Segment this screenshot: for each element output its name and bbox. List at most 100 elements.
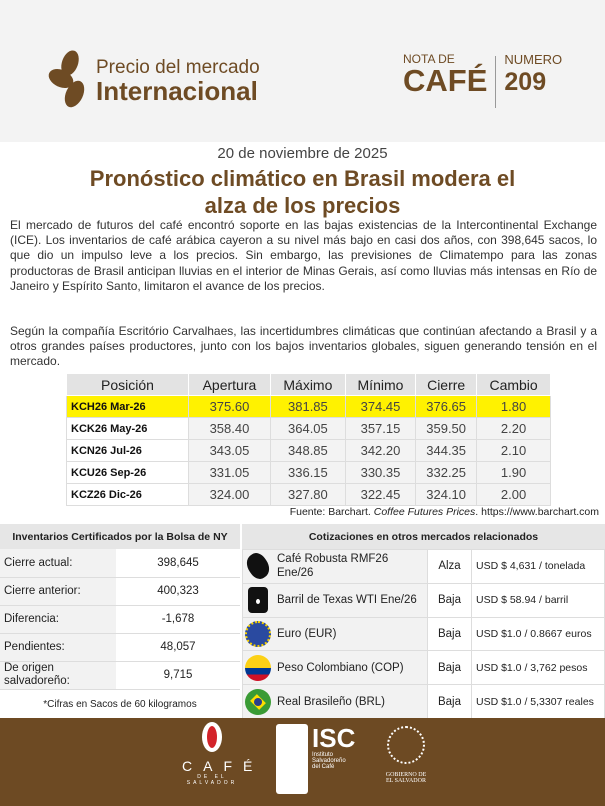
inventory-table: Cierre actual: 398,645 Cierre anterior: 400… (0, 549, 240, 690)
market-trend: Baja (427, 650, 472, 686)
market-name: Real Brasileño (BRL) (277, 695, 386, 708)
oil-barrel-icon (245, 587, 271, 614)
value-cell: 2.00 (476, 483, 551, 506)
column-header: Apertura (187, 373, 271, 396)
value-cell: 344.35 (415, 439, 478, 462)
coat-of-arms-icon (387, 726, 425, 764)
isc-logo: ISC Instituto Salvadoreño del Café (276, 724, 355, 794)
source-note: Fuente: Barchart. Coffee Futures Prices.… (289, 506, 599, 518)
column-header: Posición (66, 373, 189, 396)
value-cell: 357.15 (344, 417, 417, 440)
inventory-label: Cierre anterior: (0, 577, 116, 606)
value-cell: 348.85 (269, 439, 346, 462)
coffee-plant-icon (276, 724, 308, 794)
divider (495, 56, 497, 108)
inventory-label: De origen salvadoreño: (0, 661, 116, 690)
value-cell: 364.05 (269, 417, 346, 440)
market-trend: Baja (427, 684, 472, 719)
market-row: Euro (EUR) Baja USD $1.0 / 0.8667 euros (242, 616, 605, 652)
value-cell: 331.05 (187, 461, 271, 484)
value-cell: 330.35 (344, 461, 417, 484)
table-row: KCU26 Sep-26 331.05 336.15 330.35 332.25 1.90 (66, 461, 551, 484)
footer: CAFÉ DE EL SALVADOR ISC Instituto Salvad… (0, 718, 605, 806)
logo-line2: Internacional (96, 76, 258, 106)
title-line1: Pronóstico climático en Brasil modera el (89, 166, 516, 191)
table-row: KCK26 May-26 358.40 364.05 357.15 359.50 2.20 (66, 417, 551, 440)
position-cell: KCZ26 Dic-26 (66, 483, 189, 506)
inventory-label: Cierre actual: (0, 549, 116, 578)
futures-table: Posición Apertura Máximo Mínimo Cierre Cambio… (66, 373, 551, 506)
value-cell: 324.10 (415, 483, 478, 506)
market-trend: Alza (427, 549, 472, 584)
inventory-row: Cierre anterior: 400,323 (0, 577, 240, 606)
market-trend: Baja (427, 582, 472, 618)
market-price: USD $1.0 / 0.8667 euros (471, 616, 605, 652)
publication-date: 20 de noviembre de 2025 (217, 145, 388, 162)
inventory-row: Diferencia: -1,678 (0, 605, 240, 634)
column-header: Cierre (415, 373, 478, 396)
market-price: USD $ 4,631 / tonelada (471, 549, 605, 584)
value-cell: 2.20 (476, 417, 551, 440)
coffee-bean-icon (242, 550, 274, 583)
brazil-flag-icon (245, 688, 271, 715)
inventory-row: De origen salvadoreño: 9,715 (0, 661, 240, 690)
inventory-label: Diferencia: (0, 605, 116, 634)
paragraph-2: Según la compañía Escritório Carvalhaes,… (10, 324, 597, 369)
inventory-value: 400,323 (116, 577, 240, 606)
value-cell: 375.60 (187, 395, 271, 418)
gobierno-logo: GOBIERNO DE EL SALVADOR (378, 726, 434, 784)
table-row: KCN26 Jul-26 343.05 348.85 342.20 344.35 2.10 (66, 439, 551, 462)
market-row: Barril de Texas WTI Ene/26 Baja USD $ 58.9… (242, 582, 605, 618)
position-cell: KCH26 Mar-26 (66, 395, 189, 418)
nota-de-label: NOTA DE (403, 52, 455, 66)
cafe-label: CAFÉ (403, 63, 488, 98)
inventory-label: Pendientes: (0, 633, 116, 662)
value-cell: 359.50 (415, 417, 478, 440)
eu-flag-icon (245, 620, 271, 647)
cafe-de-el-salvador-logo: CAFÉ DE EL SALVADOR (172, 722, 252, 786)
value-cell: 1.90 (476, 461, 551, 484)
header: Precio del mercado Internacional NOTA DE… (0, 0, 605, 142)
market-name: Barril de Texas WTI Ene/26 (277, 594, 417, 607)
table-row: KCH26 Mar-26 375.60 381.85 374.45 376.65 1.80 (66, 395, 551, 418)
market-name: Café Robusta RMF26 Ene/26 (277, 553, 389, 580)
value-cell: 324.00 (187, 483, 271, 506)
position-cell: KCK26 May-26 (66, 417, 189, 440)
column-header: Máximo (269, 373, 346, 396)
position-cell: KCN26 Jul-26 (66, 439, 189, 462)
market-price: USD $1.0 / 3,762 pesos (471, 650, 605, 686)
market-row: Café Robusta RMF26 Ene/26 Alza USD $ 4,631… (242, 549, 605, 584)
value-cell: 381.85 (269, 395, 346, 418)
inventory-value: -1,678 (116, 605, 240, 634)
colombia-flag-icon (245, 654, 271, 681)
inventory-value: 48,057 (116, 633, 240, 662)
value-cell: 374.45 (344, 395, 417, 418)
market-price: USD $1.0 / 5,3307 reales (471, 684, 605, 719)
value-cell: 322.45 (344, 483, 417, 506)
value-cell: 327.80 (269, 483, 346, 506)
inventory-value: 9,715 (116, 661, 240, 690)
markets-title: Cotizaciones en otros mercados relaciona… (242, 524, 605, 549)
markets-table: Café Robusta RMF26 Ene/26 Alza USD $ 4,631… (242, 549, 605, 719)
inventory-row: Cierre actual: 398,645 (0, 549, 240, 578)
value-cell: 332.25 (415, 461, 478, 484)
precio-internacional-logo: Precio del mercado Internacional (45, 48, 260, 112)
value-cell: 2.10 (476, 439, 551, 462)
market-name: Euro (EUR) (277, 627, 337, 640)
nota-de-cafe-logo: NOTA DE CAFÉ NUMERO 209 (403, 52, 562, 108)
value-cell: 376.65 (415, 395, 478, 418)
market-price: USD $ 58.94 / barril (471, 582, 605, 618)
article-title: Pronóstico climático en Brasil modera el… (0, 165, 605, 219)
column-header: Mínimo (344, 373, 417, 396)
position-cell: KCU26 Sep-26 (66, 461, 189, 484)
value-cell: 358.40 (187, 417, 271, 440)
title-line2: alza de los precios (204, 193, 401, 218)
market-name: Peso Colombiano (COP) (277, 661, 404, 674)
value-cell: 342.20 (344, 439, 417, 462)
paragraph-1: El mercado de futuros del café encontró … (10, 218, 597, 293)
logo-line1: Precio del mercado (96, 57, 260, 78)
numero-label: NUMERO (504, 52, 563, 67)
table-row: KCZ26 Dic-26 324.00 327.80 322.45 324.10 2.00 (66, 483, 551, 506)
market-row: Real Brasileño (BRL) Baja USD $1.0 / 5,330… (242, 684, 605, 719)
inventory-note: *Cifras en Sacos de 60 kilogramos (43, 699, 197, 710)
